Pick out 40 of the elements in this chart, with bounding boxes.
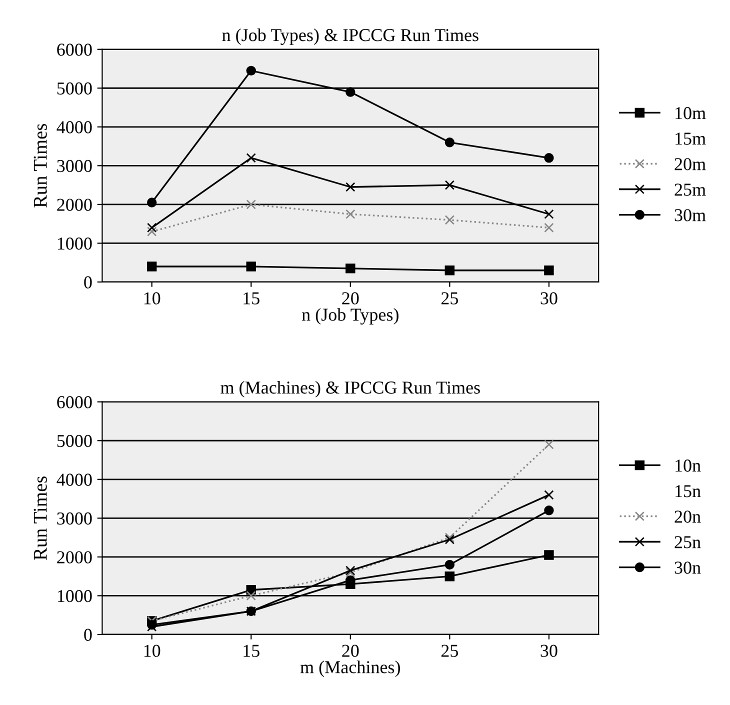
x-tick-label: 25 bbox=[441, 644, 458, 657]
legend-label: 20n bbox=[674, 510, 701, 523]
legend-label: 30n bbox=[674, 562, 701, 574]
x-tick-label: 20 bbox=[342, 292, 359, 304]
x-tick-label: 10 bbox=[144, 644, 160, 657]
y-tick-label: 2000 bbox=[57, 198, 92, 211]
y-tick-label: 0 bbox=[84, 276, 92, 288]
y-tick-label: 2000 bbox=[57, 551, 92, 564]
y-tick-label: 4000 bbox=[56, 121, 92, 134]
y-tick-label: 6000 bbox=[57, 44, 92, 56]
legend-label: 30m bbox=[674, 209, 706, 222]
x-tick-label: 10 bbox=[144, 292, 160, 304]
x-tick-label: 30 bbox=[540, 292, 558, 304]
x-tick-label: 15 bbox=[244, 644, 260, 657]
legend-label: 10n bbox=[676, 460, 701, 472]
y-tick-label: 1000 bbox=[58, 590, 92, 602]
text: 15m bbox=[676, 132, 706, 145]
y-tick-label: 0 bbox=[84, 628, 92, 641]
x-tick-label: 30 bbox=[540, 644, 558, 657]
y-tick-label: 6000 bbox=[57, 396, 92, 408]
legend-label: 25m bbox=[674, 184, 706, 196]
legend-label: 25n bbox=[674, 536, 701, 548]
text: 15n bbox=[676, 485, 701, 498]
y-tick-label: 1000 bbox=[58, 237, 92, 250]
x-axis-title: m (Machines) bbox=[300, 660, 400, 677]
x-tick-label: 20 bbox=[342, 644, 359, 657]
y-tick-label: 3000 bbox=[57, 160, 92, 172]
y-axis-title: Run Times bbox=[34, 124, 47, 208]
y-tick-label: 4000 bbox=[56, 474, 92, 486]
x-axis-title: n (Job Types) bbox=[302, 308, 398, 325]
legend-label: 20m bbox=[674, 158, 706, 170]
x-tick-label: 15 bbox=[244, 292, 260, 304]
y-tick-label: 5000 bbox=[57, 434, 92, 448]
chart-title: n (Job Types) & IPCCG Run Times bbox=[222, 28, 478, 45]
y-axis-title: Run Times bbox=[34, 476, 47, 560]
x-tick-label: 25 bbox=[441, 292, 458, 304]
y-tick-label: 5000 bbox=[57, 82, 92, 95]
legend-label: 10m bbox=[676, 107, 706, 120]
y-tick-label: 3000 bbox=[57, 512, 92, 525]
chart-title: m (Machines) & IPCCG Run Times bbox=[220, 380, 480, 398]
